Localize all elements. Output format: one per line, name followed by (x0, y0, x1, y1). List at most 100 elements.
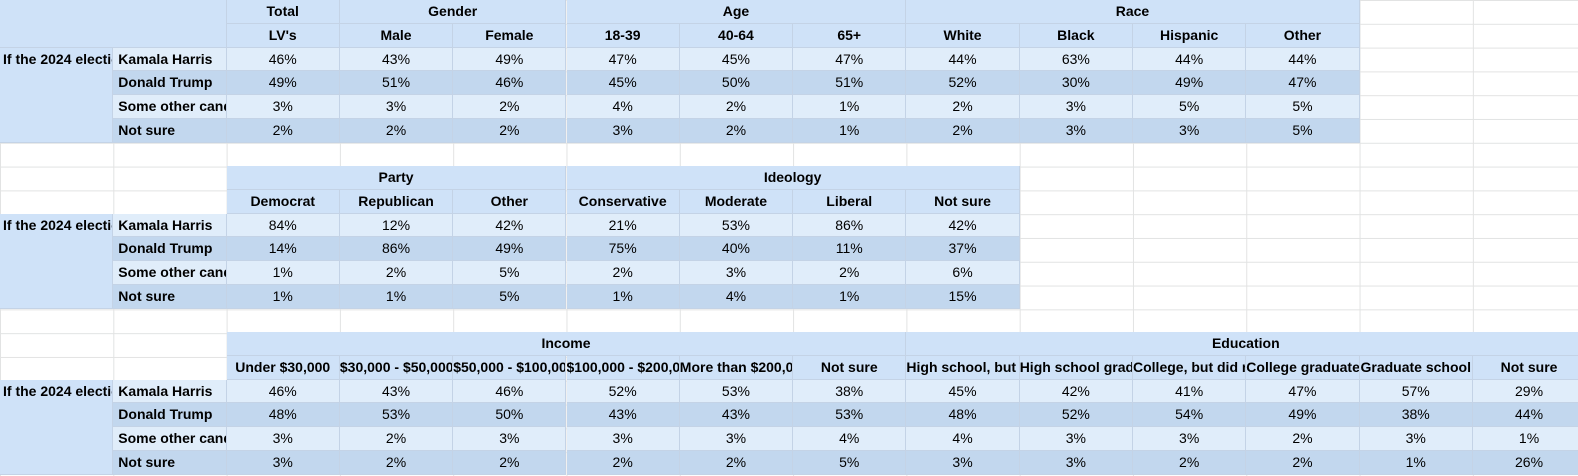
data-cell[interactable]: 2% (339, 261, 454, 285)
data-cell[interactable]: 3% (226, 95, 340, 119)
row-label[interactable]: Not sure (113, 119, 227, 143)
column-header[interactable]: Not sure (906, 189, 1020, 214)
data-cell[interactable]: 41% (1133, 379, 1247, 404)
data-cell[interactable]: 52% (906, 71, 1020, 96)
data-cell[interactable]: 5% (1246, 95, 1360, 119)
data-cell[interactable]: 44% (906, 47, 1020, 72)
data-cell[interactable]: 46% (226, 47, 340, 72)
data-cell[interactable]: 5% (1246, 119, 1360, 143)
data-cell[interactable]: 84% (226, 213, 340, 238)
data-cell[interactable]: 45% (679, 47, 794, 72)
data-cell[interactable]: 3% (566, 119, 680, 143)
data-cell[interactable]: 1% (793, 119, 907, 143)
data-cell[interactable]: 44% (1133, 47, 1247, 72)
column-header[interactable]: Republican (339, 189, 454, 214)
data-cell[interactable]: 57% (1359, 379, 1473, 404)
data-cell[interactable]: 63% (1019, 47, 1133, 72)
data-cell[interactable]: 2% (339, 427, 454, 451)
column-header[interactable]: Female (453, 23, 567, 48)
column-header[interactable]: White (906, 23, 1020, 48)
column-header[interactable]: College, but did not graduate (1133, 355, 1247, 380)
column-header[interactable]: $30,000 - $50,000 (339, 355, 454, 380)
data-cell[interactable]: 1% (566, 285, 680, 309)
data-cell[interactable]: 43% (339, 47, 454, 72)
data-cell[interactable]: 3% (1359, 427, 1473, 451)
data-cell[interactable]: 52% (1019, 403, 1133, 428)
data-cell[interactable]: 37% (906, 237, 1020, 262)
column-header[interactable]: 65+ (793, 23, 907, 48)
data-cell[interactable]: 2% (679, 95, 794, 119)
data-cell[interactable]: 2% (793, 261, 907, 285)
data-cell[interactable]: 48% (906, 403, 1020, 428)
data-cell[interactable]: 53% (793, 403, 907, 428)
column-header[interactable]: Conservative (566, 189, 680, 214)
row-label[interactable]: Not sure (113, 285, 227, 309)
data-cell[interactable]: 4% (906, 427, 1020, 451)
data-cell[interactable]: 4% (793, 427, 907, 451)
data-cell[interactable]: 5% (1133, 95, 1247, 119)
data-cell[interactable]: 5% (793, 451, 907, 475)
data-cell[interactable]: 43% (679, 403, 794, 428)
data-cell[interactable]: 50% (679, 71, 794, 96)
data-cell[interactable]: 42% (453, 213, 567, 238)
data-cell[interactable]: 1% (226, 285, 340, 309)
column-header[interactable]: College graduate (1246, 355, 1360, 380)
column-header[interactable]: Democrat (226, 189, 340, 214)
row-label[interactable]: Some other candidate (113, 95, 227, 119)
data-cell[interactable]: 3% (679, 427, 794, 451)
column-header[interactable]: Not sure (1472, 355, 1578, 380)
data-cell[interactable]: 40% (679, 237, 794, 262)
data-cell[interactable]: 47% (1246, 71, 1360, 96)
data-cell[interactable]: 2% (906, 119, 1020, 143)
data-cell[interactable]: 1% (793, 285, 907, 309)
data-cell[interactable]: 5% (453, 261, 567, 285)
question-label[interactable]: If the 2024 election were held today, wh… (0, 47, 114, 143)
data-cell[interactable]: 2% (906, 95, 1020, 119)
data-cell[interactable]: 2% (679, 119, 794, 143)
row-label[interactable]: Kamala Harris (113, 47, 227, 72)
data-cell[interactable]: 2% (226, 119, 340, 143)
column-header[interactable]: Other (453, 189, 567, 214)
data-cell[interactable]: 49% (453, 237, 567, 262)
data-cell[interactable]: 49% (226, 71, 340, 96)
column-header[interactable]: Not sure (793, 355, 907, 380)
data-cell[interactable]: 3% (1133, 427, 1247, 451)
column-header[interactable]: More than $200,000 (679, 355, 794, 380)
data-cell[interactable]: 2% (339, 119, 454, 143)
data-cell[interactable]: 46% (453, 71, 567, 96)
data-cell[interactable]: 86% (339, 237, 454, 262)
data-cell[interactable]: 44% (1246, 47, 1360, 72)
data-cell[interactable]: 4% (566, 95, 680, 119)
column-header[interactable]: LV's (226, 23, 340, 48)
data-cell[interactable]: 3% (1019, 427, 1133, 451)
data-cell[interactable]: 3% (1019, 95, 1133, 119)
data-cell[interactable]: 14% (226, 237, 340, 262)
row-label[interactable]: Some other candidate (113, 261, 227, 285)
data-cell[interactable]: 47% (793, 47, 907, 72)
data-cell[interactable]: 46% (226, 379, 340, 404)
data-cell[interactable]: 2% (1133, 451, 1247, 475)
data-cell[interactable]: 2% (679, 451, 794, 475)
data-cell[interactable]: 2% (566, 451, 680, 475)
data-cell[interactable]: 3% (1019, 451, 1133, 475)
data-cell[interactable]: 49% (1133, 71, 1247, 96)
data-cell[interactable]: 46% (453, 379, 567, 404)
row-label[interactable]: Not sure (113, 451, 227, 475)
data-cell[interactable]: 4% (679, 285, 794, 309)
row-label[interactable]: Donald Trump (113, 237, 227, 262)
column-header[interactable]: $50,000 - $100,000 (453, 355, 567, 380)
column-header[interactable]: Liberal (793, 189, 907, 214)
data-cell[interactable]: 49% (1246, 403, 1360, 428)
column-header[interactable]: Other (1246, 23, 1360, 48)
data-cell[interactable]: 42% (1019, 379, 1133, 404)
data-cell[interactable]: 6% (906, 261, 1020, 285)
column-header[interactable]: Moderate (679, 189, 794, 214)
data-cell[interactable]: 75% (566, 237, 680, 262)
data-cell[interactable]: 15% (906, 285, 1020, 309)
data-cell[interactable]: 3% (453, 427, 567, 451)
question-label[interactable]: If the 2024 election were held today, wh… (0, 379, 114, 475)
column-header[interactable]: 18-39 (566, 23, 680, 48)
data-cell[interactable]: 47% (566, 47, 680, 72)
data-cell[interactable]: 43% (566, 403, 680, 428)
